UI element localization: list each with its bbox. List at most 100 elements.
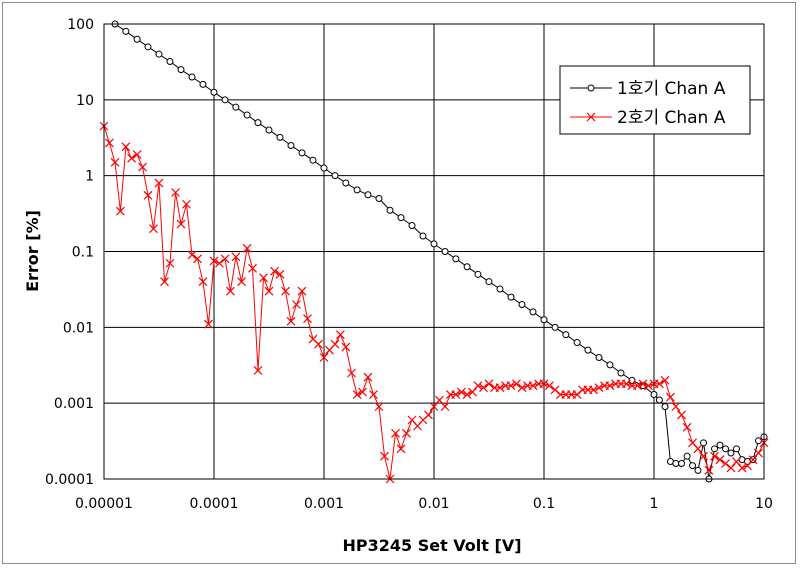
data-point: [165, 258, 175, 268]
y-tick-label: 0.001: [54, 396, 94, 412]
data-point: [364, 191, 372, 199]
data-point: [391, 428, 400, 438]
data-point: [638, 379, 648, 389]
x-tick-label: 0.1: [533, 496, 555, 512]
data-point: [462, 390, 472, 399]
data-point: [529, 308, 537, 316]
y-tick-label: 10: [76, 93, 94, 109]
data-point: [198, 277, 208, 287]
data-point: [297, 286, 307, 296]
series-layer: [99, 20, 769, 484]
data-point: [468, 387, 477, 397]
data-point: [380, 451, 389, 461]
data-point: [622, 379, 631, 389]
data-point: [605, 381, 615, 391]
y-tick-label: 0.0001: [45, 472, 94, 488]
data-point: [375, 194, 383, 202]
data-point: [660, 375, 670, 385]
data-point: [188, 73, 196, 81]
data-point: [737, 463, 747, 473]
data-point: [671, 402, 681, 412]
data-point: [231, 252, 241, 262]
data-point: [221, 96, 229, 104]
data-point: [265, 126, 273, 134]
data-point: [507, 293, 515, 301]
data-point: [710, 451, 719, 461]
x-tick-label: 0.00001: [75, 496, 133, 512]
data-point: [711, 445, 719, 453]
data-point: [155, 50, 163, 58]
data-point: [540, 316, 548, 324]
data-point: [595, 354, 603, 362]
data-point: [303, 314, 312, 324]
data-point: [363, 372, 373, 382]
data-point: [330, 339, 340, 349]
data-point: [496, 285, 504, 293]
data-point: [732, 445, 740, 453]
data-point: [715, 455, 725, 465]
legend-label: 2호기 Chan A: [617, 108, 726, 128]
data-point: [644, 381, 653, 391]
x-tick-labels: 0.00001 0.0001 0.001 0.01 0.1 1 10: [75, 496, 773, 512]
data-point: [127, 153, 136, 163]
data-point: [314, 339, 323, 349]
data-point: [353, 186, 361, 194]
y-tick-label: 0.01: [63, 320, 94, 336]
data-point: [220, 254, 230, 264]
data-point: [396, 444, 406, 454]
data-point: [154, 178, 164, 188]
data-point: [243, 111, 251, 119]
data-point: [281, 286, 290, 296]
data-point: [187, 250, 197, 260]
data-point: [335, 330, 345, 340]
y-axis-title: Error [%]: [23, 210, 42, 292]
data-point: [528, 381, 538, 391]
legend-box: [559, 65, 751, 135]
data-point: [682, 422, 692, 432]
grid-lines: [103, 23, 765, 480]
data-point: [434, 395, 444, 405]
data-point: [451, 390, 461, 399]
data-point: [331, 172, 339, 180]
data-point: [661, 403, 669, 411]
data-point: [225, 286, 235, 296]
data-point: [721, 459, 730, 468]
data-point: [562, 331, 570, 339]
data-point: [495, 383, 505, 393]
data-point: [754, 448, 763, 458]
data-point: [166, 58, 174, 66]
data-point: [544, 381, 554, 391]
data-point: [138, 162, 147, 172]
legend-item-1: 1호기 Chan A: [570, 79, 726, 99]
data-point: [704, 465, 714, 475]
data-point: [121, 142, 131, 152]
data-point: [319, 353, 329, 362]
data-point: [347, 368, 356, 378]
data-point: [430, 240, 438, 248]
data-point: [232, 103, 240, 111]
data-point: [397, 214, 405, 222]
legend-marker: [586, 112, 596, 122]
data-point: [309, 156, 317, 164]
data-point: [386, 206, 394, 214]
data-point: [474, 270, 482, 278]
data-point: [539, 379, 549, 389]
data-point: [700, 439, 708, 447]
data-point: [214, 258, 224, 268]
data-point: [402, 428, 411, 438]
data-point: [298, 149, 306, 157]
data-point: [149, 224, 158, 234]
series-2: [99, 121, 769, 484]
data-point: [655, 396, 663, 404]
data-point: [374, 402, 384, 412]
x-tick-label: 0.01: [418, 496, 449, 512]
data-point: [104, 138, 114, 148]
x-axis-title: HP3245 Set Volt [V]: [342, 536, 521, 555]
data-point: [677, 410, 686, 420]
data-point: [429, 402, 439, 412]
data-point: [573, 339, 581, 347]
data-point: [209, 256, 219, 266]
data-point: [665, 392, 675, 402]
data-point: [457, 387, 466, 397]
